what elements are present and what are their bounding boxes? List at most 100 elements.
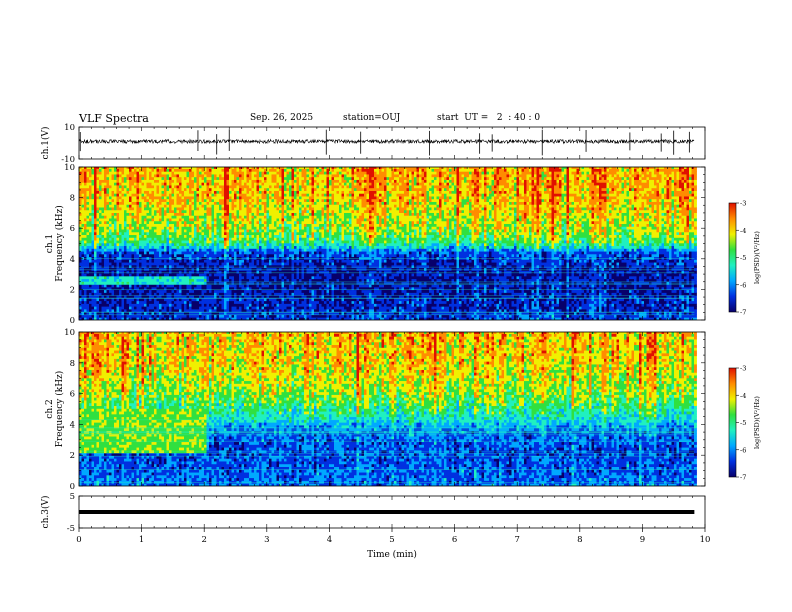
ch1-spectrogram-cell [111, 182, 115, 186]
ch1-spectrogram-cell [114, 273, 117, 277]
ch1-spectrogram-cell [141, 218, 145, 222]
ch1-spectrogram-cell [169, 179, 172, 183]
ch1-spectrogram-cell [161, 190, 165, 194]
ch1-spectrogram-cell [129, 281, 132, 285]
ch1-spectrogram-cell [146, 240, 150, 244]
ch1-spectrogram-cell [121, 174, 125, 178]
ch1-spectrogram-cell [259, 264, 262, 269]
ch1-spectrogram-cell [184, 273, 187, 277]
ch1-spectrogram-cell [94, 167, 97, 169]
ch1-spectrogram-cell [286, 314, 290, 318]
ch1-spectrogram-cell [271, 207, 275, 211]
ch1-spectrogram-cell [251, 190, 255, 194]
ch1-spectrogram-cell [116, 207, 120, 211]
ch1-spectrogram-cell [291, 185, 295, 189]
ch1-spectrogram-cell [276, 262, 280, 266]
ch1-spectrogram-cell [201, 278, 205, 282]
ch1-spectrogram-cell [191, 226, 195, 230]
ch1-spectrogram-cell [81, 264, 85, 269]
ch1-spectrogram-cell [221, 190, 225, 194]
ch1-spectrogram-cell [296, 240, 300, 244]
ch1-spectrogram-cell [201, 209, 205, 213]
ch1-spectrogram-cell [186, 251, 190, 255]
ch1-spectrogram-cell [149, 204, 152, 208]
ch1-spectrogram-cell [226, 179, 230, 183]
ch1-spectrogram-cell [181, 245, 185, 249]
ch1-spectrogram-cell [129, 218, 132, 222]
ch1-spectrogram-cell [189, 270, 192, 274]
ch1-spectrogram-cell [154, 229, 157, 233]
ch1-spectrogram-cell [209, 248, 212, 252]
ch1-spectrogram-cell [119, 245, 122, 249]
ch1-spectrogram-cell [124, 185, 127, 189]
ch1-spectrogram-cell [141, 273, 145, 277]
ch1-spectrogram-cell [111, 295, 115, 299]
ch1-spectrogram-cell [171, 176, 175, 180]
ch1-spectrogram-cell [164, 300, 167, 304]
ch1-spectrogram-cell [174, 187, 177, 191]
ch1-spectrogram-cell [256, 176, 260, 180]
ch1-spectrogram-cell [94, 284, 97, 288]
ch1-spectrogram-cell [254, 223, 257, 227]
ch1-spectrogram-cell [161, 207, 165, 211]
ch1-spectrogram-cell [104, 248, 107, 252]
ch1-spectrogram-cell [131, 270, 135, 274]
ch1-spectrogram-cell [229, 306, 232, 310]
ch1-spectrogram-cell [149, 168, 152, 172]
ch1-spectrogram-cell [134, 317, 137, 320]
ch1-spectrogram-cell [296, 204, 300, 208]
ch1-spectrogram-cell [206, 295, 210, 299]
ch1-spectrogram-cell [136, 295, 140, 299]
ch1-spectrogram-cell [106, 201, 110, 205]
ch1-spectrogram-cell [106, 220, 110, 225]
ch1-spectrogram-cell [91, 190, 95, 194]
ch1-spectrogram-cell [121, 201, 125, 205]
ch1-spectrogram-cell [81, 185, 85, 189]
ch1-spectrogram-cell [84, 242, 87, 247]
ch1-spectrogram-cell [141, 171, 145, 175]
ch1-spectrogram-cell [184, 306, 187, 310]
ch1-spectrogram-cell [244, 303, 247, 307]
ch1-spectrogram-cell [79, 185, 82, 189]
ch1-spectrogram-cell [136, 231, 140, 236]
ch1-spectrogram-cell [99, 259, 102, 263]
ch1-spectrogram-cell [131, 259, 135, 263]
ch1-spectrogram-cell [169, 259, 172, 263]
ch1-spectrogram-cell [239, 308, 242, 313]
ch1-spectrogram-cell [129, 300, 132, 304]
ch1-spectrogram-cell [99, 242, 102, 247]
ch1-spectrogram-cell [229, 300, 232, 304]
ch1-spectrogram-cell [156, 190, 160, 194]
ch1-spectrogram-cell [149, 167, 152, 169]
ch1-spectrogram-cell [269, 226, 272, 230]
ch1-spectrogram-cell [186, 187, 190, 191]
ch1-spectrogram-cell [179, 295, 182, 299]
ch1-spectrogram-cell [191, 215, 195, 219]
ch1-spectrogram-cell [124, 303, 127, 307]
ch1-spectrogram-cell [204, 234, 207, 238]
ch1-spectrogram-cell [266, 185, 270, 189]
ch1-spectrogram-cell [84, 187, 87, 191]
ch1-spectrogram-cell [139, 273, 142, 277]
ch1-spectrogram-cell [151, 176, 155, 180]
ch1-spectrogram-cell [234, 275, 237, 280]
ch1-spectrogram-cell [101, 300, 105, 304]
ch1-spectrogram-cell [141, 198, 145, 202]
ch1-spectrogram-cell [104, 220, 107, 225]
ch1-spectrogram-cell [174, 248, 177, 252]
ch1-spectrogram-cell [236, 284, 240, 288]
ch1-spectrogram-cell [261, 251, 265, 255]
ch1-spectrogram-cell [154, 174, 157, 178]
ch1-spectrogram-cell [294, 234, 297, 238]
ch1-spectrogram-cell [261, 275, 265, 280]
ch1-spectrogram-cell [219, 179, 222, 183]
ch1-spectrogram-cell [216, 256, 220, 260]
ch1-spectrogram-cell [214, 167, 217, 169]
ch1-spectrogram-cell [116, 242, 120, 247]
ch1-spectrogram-cell [204, 300, 207, 304]
ch1-spectrogram-cell [131, 187, 135, 191]
ch1-spectrogram-cell [294, 300, 297, 304]
ch1-spectrogram-cell [121, 242, 125, 247]
ch1-spectrogram-cell [216, 185, 220, 189]
ch1-spectrogram-cell [149, 308, 152, 313]
